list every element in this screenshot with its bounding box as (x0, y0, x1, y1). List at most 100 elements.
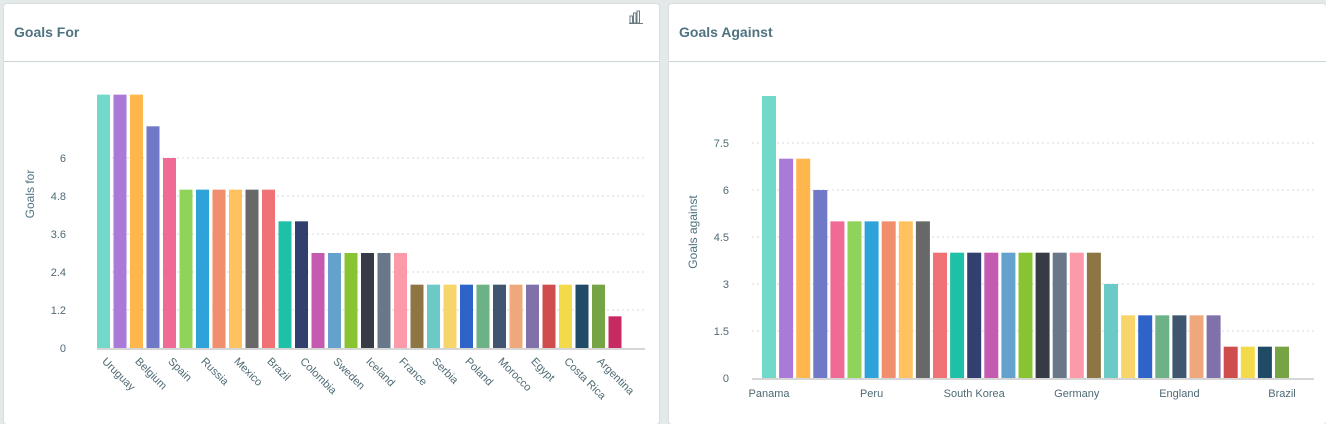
bar[interactable] (311, 252, 325, 348)
y-tick-label: 3.6 (51, 229, 66, 241)
bar[interactable] (950, 252, 965, 378)
x-tick-label: France (396, 356, 429, 389)
y-tick-label: 1.5 (714, 326, 729, 338)
bar[interactable] (427, 284, 440, 348)
bar[interactable] (813, 190, 828, 378)
bar[interactable] (196, 189, 209, 348)
bar[interactable] (229, 189, 242, 348)
bar[interactable] (1275, 346, 1289, 378)
bar[interactable] (113, 94, 127, 348)
y-tick-label: 6 (723, 185, 729, 197)
bar[interactable] (1121, 315, 1136, 378)
bar[interactable] (130, 94, 143, 348)
bar[interactable] (1035, 252, 1050, 378)
y-axis-label: Goals for (23, 170, 37, 219)
goals-against-panel: Goals Against 0 1.5 3 4.5 6 7.5 Goals against P… (669, 4, 1326, 424)
bar[interactable] (1104, 284, 1118, 378)
bar[interactable] (1206, 315, 1221, 378)
bar[interactable] (361, 252, 374, 348)
panel-header: Goals Against (669, 4, 1326, 62)
bar[interactable] (394, 252, 407, 348)
bar[interactable] (1257, 346, 1272, 378)
bar[interactable] (526, 284, 539, 348)
bar[interactable] (262, 189, 275, 348)
bar[interactable] (881, 221, 896, 378)
y-tick-label: 1.2 (51, 305, 66, 317)
bar[interactable] (542, 284, 556, 348)
panel-header: Goals For (4, 4, 659, 62)
bar[interactable] (915, 221, 930, 378)
bar[interactable] (898, 221, 913, 378)
x-tick-label: Spain (165, 356, 193, 384)
y-tick-label: 3 (723, 279, 729, 291)
bar[interactable] (97, 94, 110, 348)
x-tick-label: Germany (1054, 388, 1100, 400)
goals-for-chart: 0 1.2 2.4 3.6 4.8 6 Goals for UruguayBelgiumSpa… (23, 94, 645, 403)
bar[interactable] (847, 221, 862, 378)
bar[interactable] (146, 126, 160, 348)
bar[interactable] (1138, 315, 1153, 378)
bar[interactable] (1223, 346, 1238, 378)
bar[interactable] (1052, 252, 1067, 378)
bar[interactable] (762, 96, 776, 378)
bar[interactable] (1069, 252, 1084, 378)
bar[interactable] (967, 252, 982, 378)
bar[interactable] (295, 221, 308, 348)
bar[interactable] (1001, 252, 1016, 378)
bar[interactable] (410, 284, 424, 348)
x-tick-label: Brazil (1268, 388, 1296, 400)
bar[interactable] (344, 252, 358, 348)
x-tick-label: England (1159, 388, 1199, 400)
bar[interactable] (245, 189, 259, 348)
bar[interactable] (608, 316, 622, 348)
bar[interactable] (212, 189, 226, 348)
x-tick-label: Mexico (231, 356, 264, 389)
x-tick-label: Iceland (363, 356, 397, 390)
bar[interactable] (575, 284, 589, 348)
bar[interactable] (830, 221, 845, 378)
bar[interactable] (779, 158, 794, 378)
bar[interactable] (493, 284, 506, 348)
x-tick-label: Poland (462, 356, 495, 389)
x-tick-label: Uruguay (99, 356, 137, 394)
panel-title: Goals For (14, 24, 80, 40)
bar[interactable] (592, 284, 605, 348)
bar[interactable] (796, 158, 811, 378)
bar[interactable] (443, 284, 457, 348)
bar[interactable] (1086, 252, 1101, 378)
bar[interactable] (1189, 315, 1204, 378)
bar[interactable] (460, 284, 473, 348)
x-tick-label: Serbia (429, 356, 461, 388)
y-tick-label: 0 (60, 343, 66, 355)
y-tick-label: 4.8 (51, 191, 66, 203)
bar[interactable] (328, 252, 341, 348)
bar[interactable] (1018, 252, 1033, 378)
bar[interactable] (984, 252, 999, 378)
bar[interactable] (179, 189, 193, 348)
bar-chart-icon[interactable] (629, 10, 643, 24)
bar[interactable] (509, 284, 523, 348)
x-tick-label: Panama (749, 388, 791, 400)
bar[interactable] (864, 221, 879, 378)
bar[interactable] (278, 221, 292, 348)
x-tick-label: Russia (198, 356, 231, 389)
x-tick-label: Morocco (495, 356, 533, 394)
y-axis-label: Goals against (686, 195, 700, 269)
bar[interactable] (559, 284, 572, 348)
bar[interactable] (476, 284, 490, 348)
x-tick-label: Peru (860, 388, 883, 400)
y-tick-label: 4.5 (714, 232, 729, 244)
y-tick-label: 2.4 (51, 267, 66, 279)
x-tick-label: Belgium (132, 356, 169, 393)
bar[interactable] (1240, 346, 1255, 378)
bar[interactable] (163, 157, 176, 348)
goals-for-panel: Goals For 0 1.2 2.4 3.6 4.8 6 Goals for Uruguay… (4, 4, 659, 424)
x-tick-label: Brazil (264, 356, 292, 384)
bar[interactable] (377, 252, 391, 348)
panel-title: Goals Against (679, 24, 773, 40)
y-tick-label: 6 (60, 153, 66, 165)
bar[interactable] (1172, 315, 1187, 378)
x-tick-label: South Korea (944, 388, 1006, 400)
bar[interactable] (1155, 315, 1170, 378)
bar[interactable] (933, 252, 947, 378)
